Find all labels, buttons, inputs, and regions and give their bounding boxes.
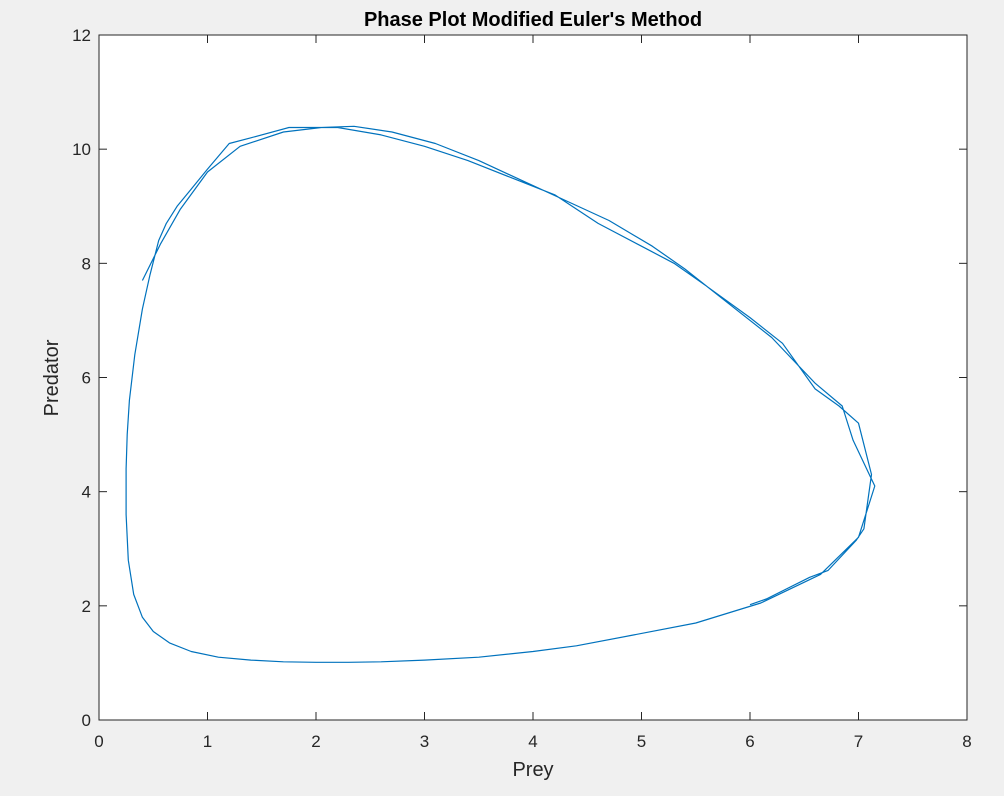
x-tick-label-0: 0 (94, 732, 103, 751)
y-tick-label-0: 0 (82, 711, 91, 730)
y-tick-label-2: 4 (82, 483, 91, 502)
x-tick-label-2: 2 (311, 732, 320, 751)
y-tick-label-4: 8 (82, 254, 91, 273)
x-tick-label-1: 1 (203, 732, 212, 751)
y-tick-label-3: 6 (82, 369, 91, 388)
y-axis-label: Predator (41, 339, 63, 416)
phase-curve-series-0 (125, 125, 876, 663)
plot-area (99, 35, 967, 720)
curve-layer (125, 125, 876, 663)
x-axis-label: Prey (512, 759, 553, 781)
chart-title: Phase Plot Modified Euler's Method (364, 9, 702, 31)
x-tick-label-4: 4 (528, 732, 537, 751)
x-tick-label-5: 5 (637, 732, 646, 751)
y-tick-label-5: 10 (72, 140, 91, 159)
x-tick-label-6: 6 (745, 732, 754, 751)
x-tick-label-3: 3 (420, 732, 429, 751)
y-tick-label-6: 12 (72, 26, 91, 45)
x-tick-label-8: 8 (962, 732, 971, 751)
x-tick-label-7: 7 (854, 732, 863, 751)
y-tick-label-1: 2 (82, 597, 91, 616)
